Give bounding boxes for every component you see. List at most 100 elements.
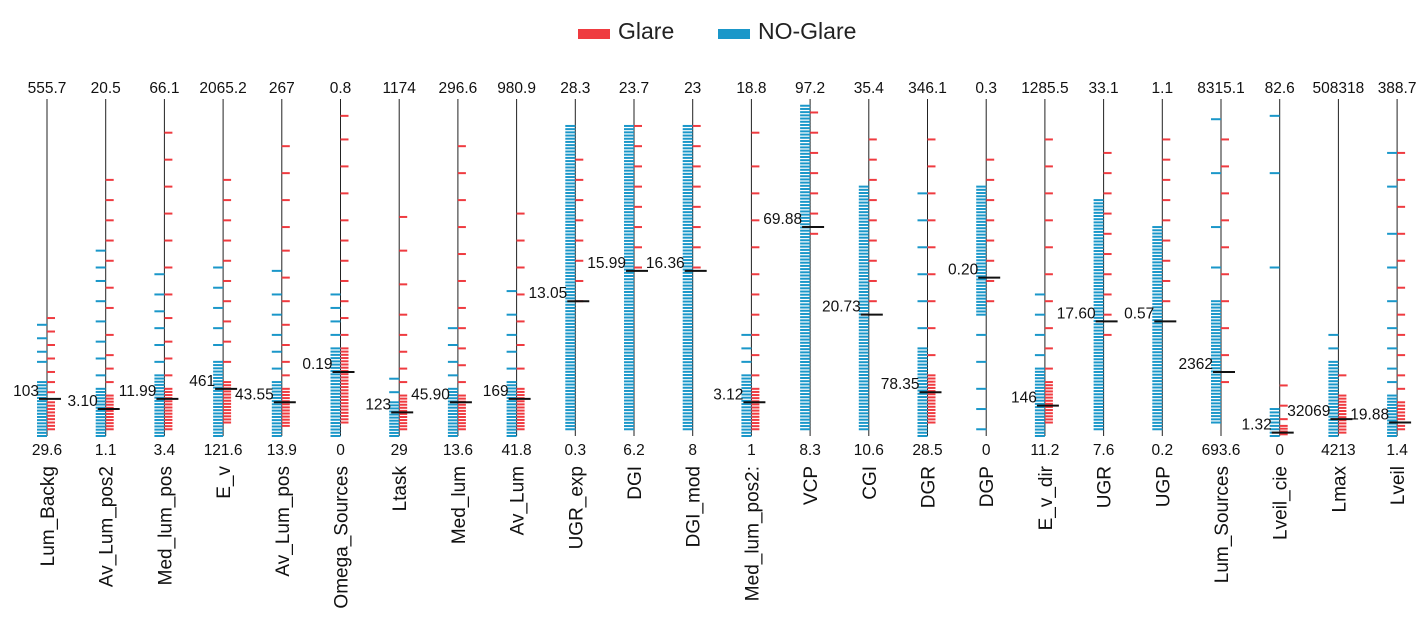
axis-name-label: UGR [1095, 466, 1116, 508]
threshold-label: 78.35 [881, 376, 920, 393]
threshold-label: 17.60 [1057, 305, 1096, 322]
axis-name-label: Lum_Backg [38, 466, 59, 566]
axis-max-label: 23 [684, 80, 701, 97]
threshold-label: 3.10 [68, 393, 99, 410]
axis-name-label: Med_lum [449, 466, 470, 544]
axis-group: 346.1 28.5 78.35 DGR [881, 80, 947, 508]
axis-group: 1285.5 11.2 146 E_v_dir [1011, 80, 1069, 530]
axis-max-label: 267 [269, 80, 295, 97]
axis-name-label: UGP [1153, 466, 1174, 507]
axis-min-label: 29.6 [32, 442, 62, 459]
axis-min-label: 10.6 [854, 442, 884, 459]
threshold-label: 15.99 [587, 255, 626, 272]
axis-group: 18.8 1 3.12 Med_lum_pos2: [713, 80, 766, 601]
axis-name-label: Av_Lum [508, 466, 529, 535]
axis-min-label: 121.6 [204, 442, 243, 459]
threshold-label: 69.88 [763, 211, 802, 228]
axis-group: 66.1 3.4 11.99 Med_lum_pos [119, 80, 180, 585]
axis-group: 28.3 0.3 13.05 UGR_exp [529, 80, 591, 549]
axis-group: 296.6 13.6 45.90 Med_lum [411, 80, 477, 544]
axis-name-label: Av_Lum_pos [273, 466, 294, 577]
threshold-label: 461 [189, 373, 215, 390]
axis-max-label: 0.3 [975, 80, 997, 97]
axis-group: 0.3 0 0.20 DGP [948, 80, 1001, 507]
axis-group: 1174 29 123 Ltask [365, 80, 416, 511]
axis-min-label: 1 [747, 442, 756, 459]
axis-max-label: 82.6 [1265, 80, 1295, 97]
axis-name-label: DGR [919, 466, 940, 508]
axis-group: 2065.2 121.6 461 E_v [189, 80, 247, 499]
axis-name-label: CGI [860, 466, 881, 500]
axis-group: 82.6 01.32 Lveil_cie [1242, 80, 1295, 540]
axis-min-label: 0.2 [1152, 442, 1174, 459]
axis-max-label: 388.7 [1378, 80, 1416, 97]
axis-max-label: 20.5 [91, 80, 121, 97]
axis-name-label: Omega_Sources [332, 466, 353, 609]
axis-name-label: VCP [801, 466, 822, 505]
threshold-label: 146 [1011, 390, 1037, 407]
legend-swatch-noglare [718, 29, 750, 39]
axis-max-label: 1174 [383, 80, 417, 97]
axis-name-label: Lum_Sources [1212, 466, 1233, 583]
threshold-label: 169 [483, 383, 509, 400]
axis-min-label: 28.5 [912, 442, 942, 459]
axis-name-label: UGR_exp [566, 466, 587, 549]
threshold-label: 45.90 [411, 386, 450, 403]
axis-max-label: 296.6 [439, 80, 478, 97]
axis-max-label: 33.1 [1089, 80, 1119, 97]
axis-min-label: 1.1 [95, 442, 117, 459]
axis-min-label: 4213 [1321, 442, 1355, 459]
axis-name-label: DGI [625, 466, 646, 500]
threshold-label: 2362 [1179, 356, 1213, 373]
axis-min-label: 8 [688, 442, 697, 459]
legend: Glare NO-Glare [578, 18, 856, 44]
axis-max-label: 18.8 [736, 80, 766, 97]
axis-max-label: 8315.1 [1197, 80, 1244, 97]
axis-name-label: Med_lum_pos2: [742, 466, 763, 601]
legend-label-glare: Glare [618, 18, 674, 44]
axis-group: 20.5 1.1 3.10 Av_Lum_pos2 [68, 80, 121, 587]
axis-max-label: 35.4 [854, 80, 885, 97]
threshold-label: 11.99 [119, 383, 157, 400]
legend-label-noglare: NO-Glare [758, 18, 856, 44]
threshold-label: 16.36 [646, 255, 685, 272]
axis-max-label: 555.7 [28, 80, 67, 97]
axis-max-label: 508318 [1313, 80, 1365, 97]
axis-min-label: 8.3 [799, 442, 821, 459]
axis-min-label: 6.2 [623, 442, 645, 459]
axis-min-label: 29 [391, 442, 408, 459]
axis-min-label: 3.4 [154, 442, 176, 459]
threshold-label: 0.57 [1124, 305, 1154, 322]
threshold-label: 19.88 [1350, 407, 1389, 424]
axis-name-label: Lveil [1388, 466, 1409, 505]
axis-min-label: 13.6 [443, 442, 473, 459]
axes-layer: 555.7 29.6 103 Lum_Backg 20.5 1.1 3.10 Av_Lum_p… [13, 80, 1416, 609]
axis-min-label: 7.6 [1093, 442, 1115, 459]
threshold-label: 13.05 [529, 285, 568, 302]
axis-name-label: DGP [977, 466, 998, 507]
axis-max-label: 66.1 [149, 80, 179, 97]
axis-group: 388.7 1.4 19.88 Lveil [1350, 80, 1416, 505]
axis-max-label: 1.1 [1152, 80, 1174, 97]
axis-group: 97.2 8.3 69.88 VCP [763, 80, 825, 505]
axis-group: 508318 4213 32069 Lmax [1287, 80, 1364, 512]
axis-group: 0.8 0 0.19 Omega_Sources [302, 80, 355, 609]
axis-name-label: Av_Lum_pos2 [97, 466, 118, 587]
threshold-label: 123 [365, 396, 391, 413]
threshold-label: 20.73 [822, 299, 861, 316]
axis-group: 23 8 16.36 DGI_mod [646, 80, 707, 547]
axis-group: 33.1 7.6 17.60 UGR [1057, 80, 1119, 508]
axis-name-label: Med_lum_pos [155, 466, 176, 585]
axis-group: 23.7 6.2 15.99 DGI [587, 80, 649, 500]
axis-group: 35.4 10.6 20.73 CGI [822, 80, 884, 500]
axis-max-label: 97.2 [795, 80, 825, 97]
axis-name-label: Ltask [390, 466, 411, 512]
axis-group: 8315.1 693.6 2362 Lum_Sources [1179, 80, 1245, 583]
axis-name-label: Lveil_cie [1271, 466, 1292, 540]
axis-min-label: 13.9 [267, 442, 297, 459]
axis-group: 555.7 29.6 103 Lum_Backg [13, 80, 66, 566]
axis-name-label: Lmax [1329, 466, 1350, 513]
axis-min-label: 0 [336, 442, 345, 459]
axis-min-label: 0 [1275, 442, 1284, 459]
